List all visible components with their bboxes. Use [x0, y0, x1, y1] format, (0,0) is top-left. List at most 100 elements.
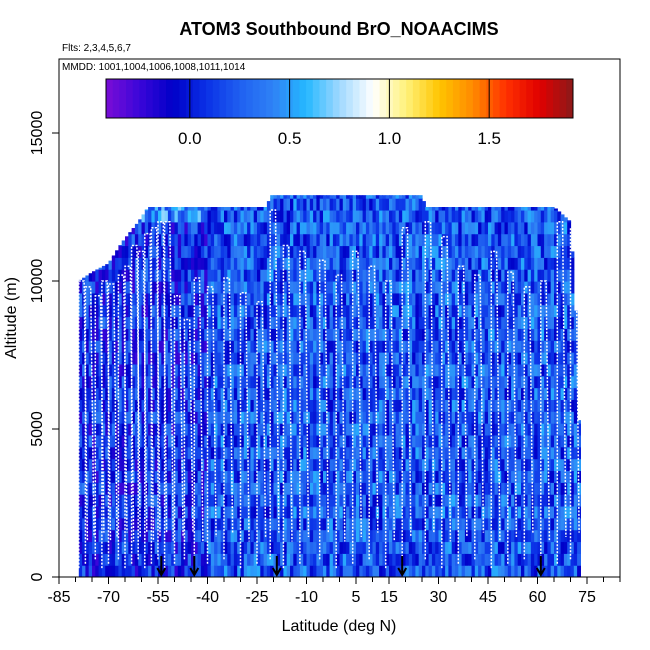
heatmap-cell: [151, 446, 156, 460]
heatmap-cell: [474, 541, 479, 554]
heatmap-cell: [563, 399, 568, 412]
heatmap-cell: [567, 269, 572, 282]
heatmap-cell: [382, 375, 387, 389]
heatmap-cell: [497, 565, 502, 577]
heatmap-cell: [134, 387, 139, 400]
heatmap-cell: [200, 328, 205, 341]
heatmap-cell: [438, 446, 443, 460]
heatmap-cell: [418, 494, 423, 507]
heatmap-cell: [207, 375, 212, 389]
heatmap-cell: [455, 470, 459, 483]
heatmap-cell: [504, 328, 509, 341]
heatmap-cell: [491, 292, 496, 306]
heatmap-cell: [286, 482, 291, 495]
heatmap-cell: [451, 209, 456, 223]
heatmap-cell: [105, 541, 110, 554]
heatmap-cell: [524, 446, 529, 460]
heatmap-cell: [78, 279, 83, 282]
heatmap-cell: [250, 245, 255, 258]
heatmap-cell: [240, 434, 245, 448]
heatmap-cell: [237, 316, 242, 329]
heatmap-cell: [478, 233, 482, 247]
heatmap-cell: [530, 207, 535, 211]
heatmap-cell: [151, 316, 156, 329]
heatmap-cell: [111, 505, 116, 519]
heatmap-cell: [557, 470, 562, 483]
heatmap-cell: [537, 245, 542, 258]
heatmap-cell: [501, 565, 506, 577]
heatmap-cell: [451, 458, 456, 472]
heatmap-cell: [471, 328, 476, 341]
heatmap-cell: [247, 257, 251, 270]
heatmap-cell: [197, 304, 202, 318]
heatmap-cell: [220, 517, 225, 531]
heatmap-cell: [349, 221, 354, 235]
heatmap-cell: [326, 565, 331, 577]
heatmap-cell: [560, 423, 565, 436]
heatmap-cell: [299, 423, 304, 436]
heatmap-cell: [174, 423, 179, 436]
heatmap-cell: [530, 565, 535, 577]
heatmap-cell: [290, 316, 294, 329]
heatmap-cell: [323, 470, 327, 483]
heatmap-cell: [402, 198, 407, 211]
heatmap-cell: [441, 565, 446, 577]
heatmap-cell: [161, 257, 166, 270]
heatmap-cell: [128, 232, 133, 235]
heatmap-cell: [537, 529, 542, 543]
heatmap-cell: [448, 375, 453, 389]
heatmap-cell: [164, 233, 169, 247]
heatmap-cell: [461, 529, 466, 543]
heatmap-cell: [108, 340, 113, 353]
heatmap-cell: [570, 387, 575, 400]
heatmap-cell: [299, 209, 304, 223]
heatmap-cell: [359, 195, 364, 199]
heatmap-cell: [359, 328, 364, 341]
heatmap-cell: [118, 304, 123, 318]
heatmap-cell: [224, 517, 228, 531]
heatmap-cell: [385, 458, 390, 472]
heatmap-cell: [283, 328, 288, 341]
heatmap-cell: [517, 316, 522, 329]
heatmap-cell: [451, 482, 456, 495]
heatmap-cell: [270, 292, 275, 306]
heatmap-cell: [398, 446, 403, 460]
heatmap-cell: [273, 517, 278, 531]
heatmap-cell: [375, 281, 380, 294]
heatmap-cell: [389, 245, 393, 258]
heatmap-cell: [438, 281, 443, 294]
heatmap-cell: [402, 316, 407, 329]
heatmap-cell: [445, 207, 449, 211]
heatmap-cell: [484, 292, 489, 306]
heatmap-cell: [491, 340, 496, 353]
heatmap-cell: [184, 328, 189, 341]
heatmap-cell: [316, 328, 321, 341]
heatmap-cell: [167, 233, 172, 247]
heatmap-cell: [154, 375, 159, 389]
heatmap-cell: [105, 434, 110, 448]
heatmap-cell: [85, 565, 90, 577]
heatmap-cell: [78, 387, 83, 400]
heatmap-cell: [524, 233, 529, 247]
heatmap-cell: [497, 458, 502, 472]
heatmap-cell: [316, 257, 321, 270]
heatmap-cell: [422, 446, 426, 460]
heatmap-cell: [108, 375, 113, 389]
heatmap-cell: [306, 304, 311, 318]
heatmap-cell: [402, 434, 407, 448]
heatmap-cell: [82, 505, 86, 519]
heatmap-cell: [356, 233, 360, 247]
heatmap-cell: [415, 292, 420, 306]
heatmap-cell: [329, 541, 334, 554]
heatmap-cell: [554, 208, 558, 211]
heatmap-cell: [309, 221, 314, 235]
heatmap-cell: [326, 304, 331, 318]
heatmap-cell: [537, 352, 542, 365]
heatmap-cell: [134, 292, 139, 306]
heatmap-cell: [323, 529, 327, 543]
heatmap-cell: [481, 482, 486, 495]
heatmap-cell: [435, 482, 440, 495]
heatmap-cell: [95, 434, 100, 448]
heatmap-cell: [332, 494, 337, 507]
heatmap-cell: [560, 529, 565, 543]
